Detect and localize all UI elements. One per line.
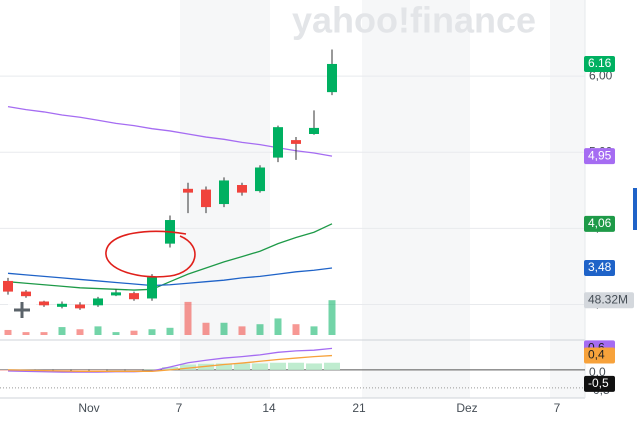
price-badge-label: 3,48 — [588, 260, 612, 274]
volume-bar — [58, 327, 66, 335]
candle-body — [93, 298, 103, 306]
line — [7, 223, 333, 291]
candle-body — [129, 293, 139, 300]
candle-body — [309, 127, 319, 134]
histogram-bar — [324, 362, 340, 370]
volume-bar — [22, 332, 30, 335]
histogram-bar — [162, 367, 178, 370]
line — [7, 267, 333, 287]
x-tick-label: Dez — [456, 401, 477, 415]
candle-body — [327, 63, 337, 93]
candle-body — [21, 291, 31, 297]
candle-body — [183, 188, 193, 193]
price-badge-label: 4,95 — [588, 148, 612, 162]
volume-bar — [76, 329, 84, 335]
volume-bar — [274, 318, 282, 335]
histogram-bar — [216, 363, 232, 370]
volume-bar — [112, 332, 120, 335]
price-badge — [584, 347, 615, 364]
x-tick-label: 7 — [176, 401, 183, 415]
volume-bar — [166, 327, 174, 335]
volume-bar — [94, 326, 102, 335]
candle-body — [291, 140, 301, 144]
stripe — [362, 0, 470, 398]
volume-bar — [220, 322, 228, 335]
volume-bar — [202, 322, 210, 335]
candle-body — [75, 304, 85, 309]
x-tick-label: 7 — [554, 401, 561, 415]
line — [7, 347, 333, 373]
price-badge — [584, 375, 615, 392]
histogram-bar — [252, 363, 268, 370]
candle-body — [219, 180, 229, 205]
price-badge-label: 0,4 — [588, 348, 605, 362]
histogram-bar — [90, 369, 106, 371]
volume-badge-label: 48.32M — [588, 292, 628, 306]
price-badge-label: 4,06 — [588, 216, 612, 230]
volume-badge — [584, 292, 634, 309]
volume-bar — [130, 330, 138, 335]
histogram-bar — [180, 364, 196, 370]
add-button[interactable] — [8, 298, 36, 322]
price-badge — [584, 55, 615, 72]
volume-bar — [238, 326, 246, 335]
price-badge — [584, 215, 615, 232]
volume-bar — [256, 324, 264, 335]
candle-body — [273, 127, 283, 158]
price-badge — [584, 148, 615, 165]
candle-body — [147, 277, 157, 299]
histogram-bar — [288, 362, 304, 370]
x-tick-label: 21 — [352, 401, 366, 415]
x-tick-label: 14 — [262, 401, 276, 415]
price-badge-label: -0,5 — [588, 376, 609, 390]
plot: 3,004,005,006,000,0-0,5Nov71421Dez74,954… — [0, 49, 634, 415]
watermark: yahoo!finance — [292, 0, 536, 41]
volume-bar — [40, 332, 48, 335]
histogram-bar — [306, 363, 322, 370]
candle-body — [57, 303, 67, 307]
edge-handle[interactable] — [633, 188, 637, 230]
stripe — [550, 0, 585, 398]
candle-body — [201, 189, 211, 208]
candle-body — [111, 292, 121, 296]
line — [7, 354, 333, 372]
histogram-bar — [270, 362, 286, 370]
price-badge — [584, 260, 615, 276]
x-tick-label: Nov — [78, 401, 99, 415]
annotation-circle — [105, 230, 196, 278]
histogram-bar — [72, 369, 88, 371]
volume-bar — [292, 324, 300, 335]
candle-body — [237, 185, 247, 193]
candle-body — [255, 167, 265, 192]
volume-bar — [310, 326, 318, 335]
candle-body — [3, 280, 13, 292]
volume-bar — [328, 300, 336, 335]
volume-bar — [184, 301, 192, 335]
plus-icon — [14, 302, 30, 318]
y-tick-label: 0,0 — [589, 365, 606, 379]
price-badge-label: 6.16 — [588, 56, 612, 70]
volume-bar — [4, 329, 12, 335]
histogram-bar — [234, 363, 250, 370]
volume-bar — [148, 329, 156, 335]
candle-body — [39, 301, 49, 306]
